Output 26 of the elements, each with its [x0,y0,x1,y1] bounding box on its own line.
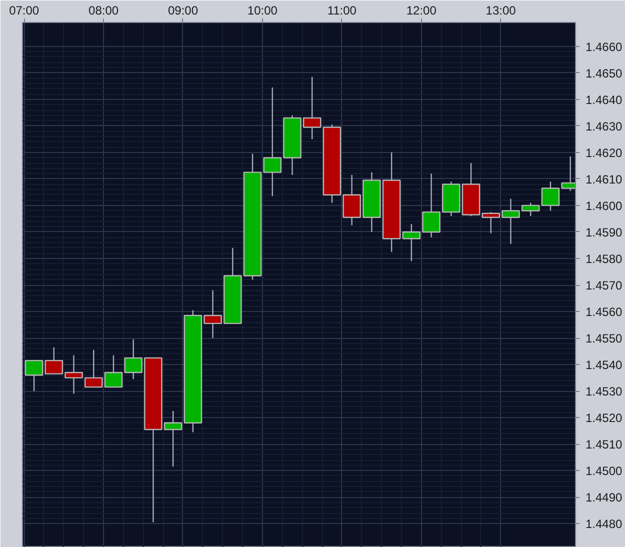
y-tick-label: 1.4570 [586,278,623,292]
y-tick-label: 1.4480 [586,517,623,532]
y-tick-label: 1.4640 [586,92,623,107]
y-tick-label: 1.4540 [586,358,623,372]
y-tick-label: 1.4560 [586,305,623,320]
y-tick-label: 1.4520 [586,411,623,426]
y-tick-label: 1.4620 [586,146,623,160]
y-tick-label: 1.4610 [586,172,623,186]
y-tick-label: 1.4580 [586,252,623,266]
x-tick-label: 11:00 [327,4,357,18]
y-tick-label: 1.4510 [586,438,623,452]
y-tick-label: 1.4550 [586,332,623,346]
y-tick-label: 1.4530 [586,384,623,399]
y-tick-label: 1.4660 [586,40,623,54]
x-tick-label: 10:00 [247,4,278,18]
x-tick-label: 09:00 [168,4,198,18]
y-tick-label: 1.4600 [586,198,623,213]
x-tick-label: 12:00 [406,4,437,18]
y-tick-label: 1.4650 [586,66,623,80]
y-tick-label: 1.4500 [586,464,623,478]
y-tick-label: 1.4590 [586,225,623,240]
y-tick-label: 1.4490 [586,490,623,505]
y-tick-label: 1.4630 [586,119,623,134]
x-tick-label: 13:00 [486,4,516,18]
x-tick-label: 07:00 [9,4,40,18]
x-tick-label: 08:00 [88,4,119,18]
